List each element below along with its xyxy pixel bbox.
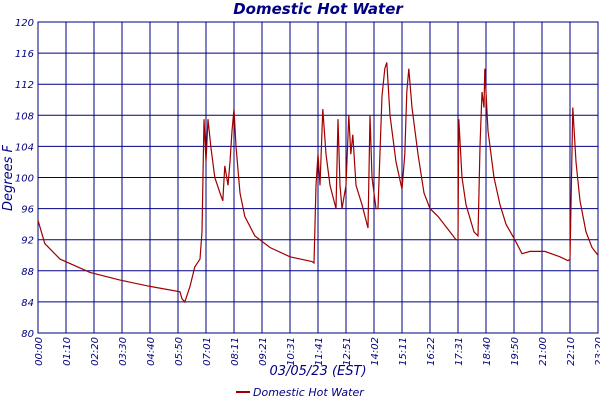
y-tick-label: 120 (15, 18, 34, 29)
x-tick-label: 19:50 (510, 337, 521, 366)
y-tick-label: 100 (15, 174, 34, 185)
y-tick-label: 104 (15, 142, 34, 153)
x-tick-label: 08:11 (230, 337, 241, 366)
x-tick-label: 07:01 (202, 337, 213, 366)
data-line (37, 62, 599, 304)
x-tick-label: 16:22 (426, 337, 437, 366)
x-tick-label: 11:41 (314, 337, 325, 366)
x-tick-label: 15:11 (398, 337, 409, 366)
y-tick-label: 108 (15, 111, 34, 122)
x-tick-label: 22:10 (566, 337, 577, 366)
x-tick-label: 01:10 (62, 337, 73, 366)
x-tick-label: 12:51 (342, 337, 353, 366)
x-tick-label: 04:40 (146, 337, 157, 366)
x-axis-label: 03/05/23 (EST) (269, 364, 366, 379)
x-tick-label: 17:31 (454, 337, 465, 366)
x-tick-label: 14:02 (370, 337, 381, 366)
x-tick-label: 10:31 (286, 337, 297, 366)
x-tick-label: 03:30 (118, 337, 129, 366)
y-tick-label: 92 (21, 236, 34, 247)
y-tick-label: 112 (15, 80, 34, 91)
chart-title: Domestic Hot Water (233, 0, 404, 18)
y-tick-label: 80 (21, 329, 34, 340)
x-tick-label: 18:40 (482, 337, 493, 366)
x-tick-label: 09:21 (258, 337, 269, 366)
y-tick-label: 88 (21, 267, 34, 278)
x-tick-label: 00:00 (34, 337, 45, 366)
y-tick-label: 116 (15, 49, 34, 60)
x-tick-label: 21:00 (538, 337, 549, 366)
x-tick-label: 05:50 (174, 337, 185, 366)
y-tick-label: 96 (21, 205, 34, 216)
x-tick-label: 23:20 (594, 337, 600, 366)
x-tick-label: 02:20 (90, 337, 101, 366)
legend-label: Domestic Hot Water (253, 386, 365, 399)
y-tick-label: 84 (21, 298, 34, 309)
y-axis-label: Degrees F (1, 144, 16, 211)
